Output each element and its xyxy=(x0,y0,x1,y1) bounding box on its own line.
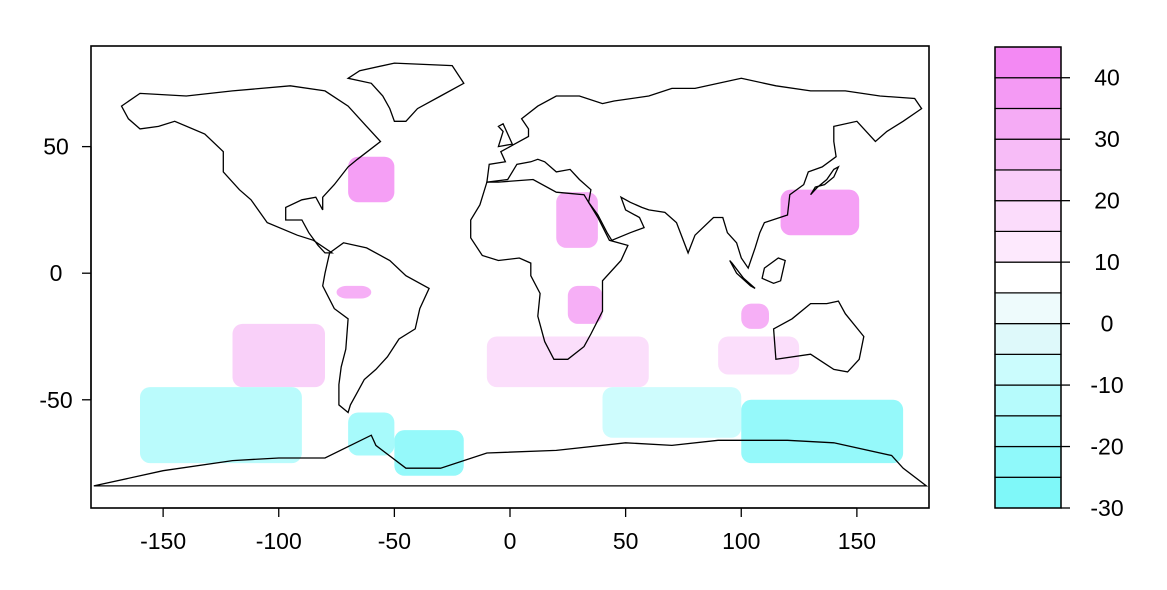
x-tick-label: 100 xyxy=(722,528,760,554)
legend-swatch xyxy=(995,477,1061,508)
region-5 xyxy=(337,286,372,299)
region-12 xyxy=(394,430,463,476)
region-14 xyxy=(741,400,903,463)
legend-tick-label: 10 xyxy=(1094,249,1120,275)
legend-swatch xyxy=(995,47,1061,78)
legend-tick-label: 40 xyxy=(1094,65,1120,91)
legend-swatch xyxy=(995,201,1061,232)
legend-swatch xyxy=(995,324,1061,355)
legend-tick-label: -10 xyxy=(1090,372,1123,398)
legend-tick-label: -20 xyxy=(1090,434,1123,460)
y-axis: -50 0 50 xyxy=(39,134,91,413)
legend-swatch xyxy=(995,447,1061,478)
legend-tick-label: 20 xyxy=(1094,188,1120,214)
region-13 xyxy=(603,387,742,438)
region-1 xyxy=(348,157,394,203)
legend-tick-label: 0 xyxy=(1101,311,1114,337)
legend-swatch xyxy=(995,170,1061,201)
legend-swatch xyxy=(995,78,1061,109)
region-8 xyxy=(487,336,649,387)
colorbar-legend: -30 -20 -10 0 10 20 30 40 xyxy=(995,47,1124,521)
region-10 xyxy=(140,387,302,463)
x-tick-label: -100 xyxy=(256,528,302,554)
region-11 xyxy=(348,412,394,455)
legend-tick-label: -30 xyxy=(1090,495,1123,521)
x-tick-label: 50 xyxy=(613,528,639,554)
x-tick-label: -50 xyxy=(378,528,411,554)
y-tick-label: 0 xyxy=(50,260,63,286)
legend-swatch xyxy=(995,108,1061,139)
region-3 xyxy=(781,190,860,236)
legend-swatch xyxy=(995,293,1061,324)
legend-swatch xyxy=(995,262,1061,293)
legend-swatch xyxy=(995,139,1061,170)
region-4 xyxy=(568,286,603,324)
x-tick-label: -150 xyxy=(140,528,186,554)
legend-tick-label: 30 xyxy=(1094,126,1120,152)
legend-swatch xyxy=(995,354,1061,385)
x-tick-label: 0 xyxy=(504,528,517,554)
region-6 xyxy=(741,304,769,329)
x-axis: -150 -100 -50 0 50 100 150 xyxy=(140,508,876,554)
region-7 xyxy=(233,324,326,387)
x-tick-label: 150 xyxy=(838,528,876,554)
legend-swatch xyxy=(995,385,1061,416)
y-tick-label: 50 xyxy=(43,134,69,160)
legend-swatch xyxy=(995,231,1061,262)
legend-swatch xyxy=(995,416,1061,447)
region-9 xyxy=(718,336,799,374)
region-2 xyxy=(556,192,598,248)
y-tick-label: -50 xyxy=(39,387,72,413)
